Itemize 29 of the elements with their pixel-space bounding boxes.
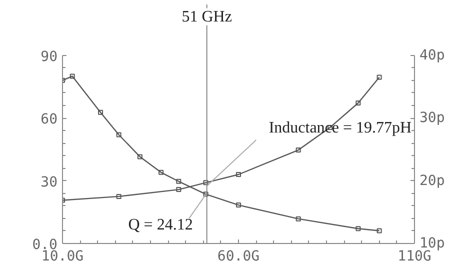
- ref-line-label: 51 GHz: [182, 8, 232, 26]
- y-tick-label: 90: [40, 48, 58, 65]
- point: [236, 172, 241, 177]
- point: [296, 148, 301, 153]
- point: [137, 154, 142, 160]
- x-tick-label: 110G: [398, 248, 432, 264]
- point: [376, 74, 382, 80]
- point: [203, 180, 208, 186]
- point: [70, 74, 75, 79]
- point: [203, 192, 208, 197]
- point: [116, 132, 122, 138]
- y2-tick-label: 40p: [420, 47, 445, 64]
- point: [158, 170, 164, 175]
- point: [176, 178, 182, 184]
- y-tick-label: 30: [40, 174, 58, 190]
- point: [356, 226, 361, 232]
- point: [176, 187, 182, 192]
- y2-tick-label: 20p: [420, 172, 445, 189]
- point: [296, 216, 301, 222]
- y2-tick-label: 30p: [420, 110, 445, 126]
- point: [116, 194, 122, 199]
- annotation: Q = 24.12: [128, 216, 193, 234]
- point: [376, 228, 382, 234]
- point: [236, 202, 241, 208]
- point: [356, 100, 361, 106]
- y2-tick-label: 10p: [420, 236, 445, 252]
- x-tick-label: 60.0G: [217, 248, 260, 264]
- y-tick-label: 60: [40, 112, 58, 128]
- point: [98, 110, 104, 115]
